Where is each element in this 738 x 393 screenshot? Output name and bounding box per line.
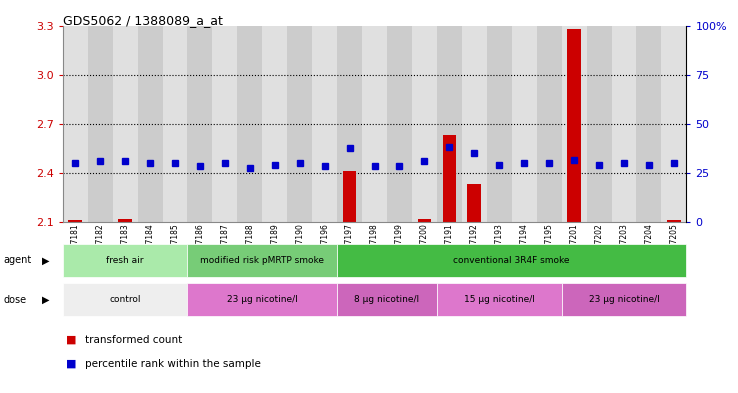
- Bar: [342, 171, 356, 222]
- Bar: [443, 135, 456, 222]
- Bar: [213, 26, 238, 222]
- Bar: [113, 26, 137, 222]
- Text: control: control: [109, 295, 141, 304]
- Bar: [437, 26, 462, 222]
- Bar: [667, 220, 680, 222]
- Bar: [661, 26, 686, 222]
- Bar: [337, 26, 362, 222]
- Bar: [137, 26, 162, 222]
- Text: ■: ■: [66, 335, 77, 345]
- Bar: [562, 26, 587, 222]
- Text: agent: agent: [4, 255, 32, 265]
- Bar: [418, 219, 431, 222]
- Bar: [437, 283, 562, 316]
- Bar: [162, 26, 187, 222]
- Bar: [118, 219, 132, 222]
- Bar: [238, 26, 262, 222]
- Text: 15 μg nicotine/l: 15 μg nicotine/l: [463, 295, 535, 304]
- Bar: [537, 26, 562, 222]
- Text: fresh air: fresh air: [106, 256, 144, 265]
- Bar: [511, 26, 537, 222]
- Bar: [63, 244, 187, 277]
- Text: 8 μg nicotine/l: 8 μg nicotine/l: [354, 295, 420, 304]
- Bar: [412, 26, 437, 222]
- Bar: [88, 26, 113, 222]
- Bar: [636, 26, 661, 222]
- Bar: [568, 29, 581, 222]
- Text: transformed count: transformed count: [85, 335, 182, 345]
- Text: 23 μg nicotine/l: 23 μg nicotine/l: [227, 295, 297, 304]
- Text: conventional 3R4F smoke: conventional 3R4F smoke: [453, 256, 570, 265]
- Bar: [187, 26, 213, 222]
- Bar: [262, 26, 287, 222]
- Bar: [187, 283, 337, 316]
- Bar: [69, 220, 82, 222]
- Bar: [612, 26, 636, 222]
- Text: 23 μg nicotine/l: 23 μg nicotine/l: [589, 295, 659, 304]
- Bar: [462, 26, 487, 222]
- Bar: [487, 26, 511, 222]
- Text: dose: dose: [4, 295, 27, 305]
- Text: percentile rank within the sample: percentile rank within the sample: [85, 358, 261, 369]
- Bar: [587, 26, 612, 222]
- Bar: [467, 184, 481, 222]
- Bar: [337, 244, 686, 277]
- Text: modified risk pMRTP smoke: modified risk pMRTP smoke: [200, 256, 324, 265]
- Bar: [187, 244, 337, 277]
- Bar: [337, 283, 437, 316]
- Bar: [312, 26, 337, 222]
- Text: GDS5062 / 1388089_a_at: GDS5062 / 1388089_a_at: [63, 14, 223, 27]
- Bar: [287, 26, 312, 222]
- Bar: [63, 26, 88, 222]
- Bar: [362, 26, 387, 222]
- Bar: [63, 283, 187, 316]
- Text: ▶: ▶: [42, 255, 49, 265]
- Bar: [562, 283, 686, 316]
- Text: ■: ■: [66, 358, 77, 369]
- Bar: [387, 26, 412, 222]
- Text: ▶: ▶: [42, 295, 49, 305]
